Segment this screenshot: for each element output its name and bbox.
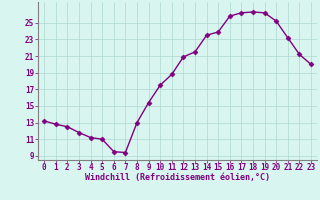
X-axis label: Windchill (Refroidissement éolien,°C): Windchill (Refroidissement éolien,°C)	[85, 173, 270, 182]
